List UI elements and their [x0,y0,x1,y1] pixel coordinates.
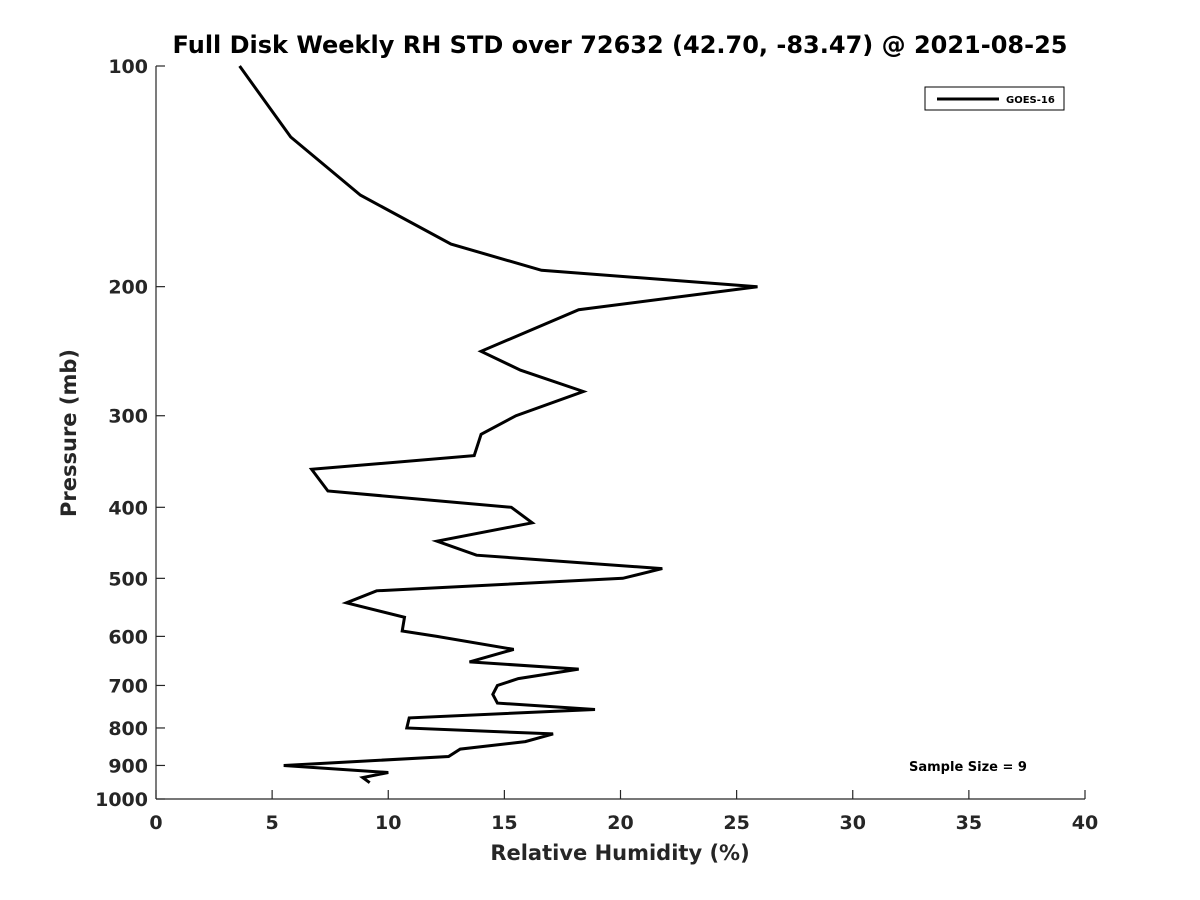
x-tick-label: 40 [1072,812,1098,834]
x-tick-label: 35 [956,812,982,834]
chart-title: Full Disk Weekly RH STD over 72632 (42.7… [173,31,1068,59]
x-tick-label: 0 [149,812,162,834]
y-axis-label: Pressure (mb) [57,349,81,517]
axes: 0 5 10 15 20 25 30 35 40 100 200 300 400 500 600 700 800… [95,56,1098,834]
y-tick-label: 100 [108,56,148,78]
x-tick-label: 10 [375,812,401,834]
x-axis-label: Relative Humidity (%) [490,841,749,865]
x-tick-label: 15 [491,812,517,834]
x-tick-label: 5 [266,812,279,834]
x-tick-label: 25 [723,812,749,834]
y-tick-label: 500 [108,568,148,590]
y-tick-label: 1000 [95,789,148,811]
series-line-goes-16 [238,65,758,784]
legend-label-goes-16: GOES-16 [1006,95,1055,106]
legend: GOES-16 [924,86,1065,111]
y-tick-label: 600 [108,626,148,648]
y-tick-label: 300 [108,406,148,428]
x-tick-label: 20 [607,812,633,834]
y-tick-label: 700 [108,675,148,697]
series-layer [238,65,758,784]
y-tick-label: 800 [108,718,148,740]
y-tick-label: 400 [108,497,148,519]
sample-size-annotation: Sample Size = 9 [909,760,1027,775]
y-tick-label: 200 [108,277,148,299]
y-tick-label: 900 [108,755,148,777]
x-tick-label: 30 [840,812,866,834]
